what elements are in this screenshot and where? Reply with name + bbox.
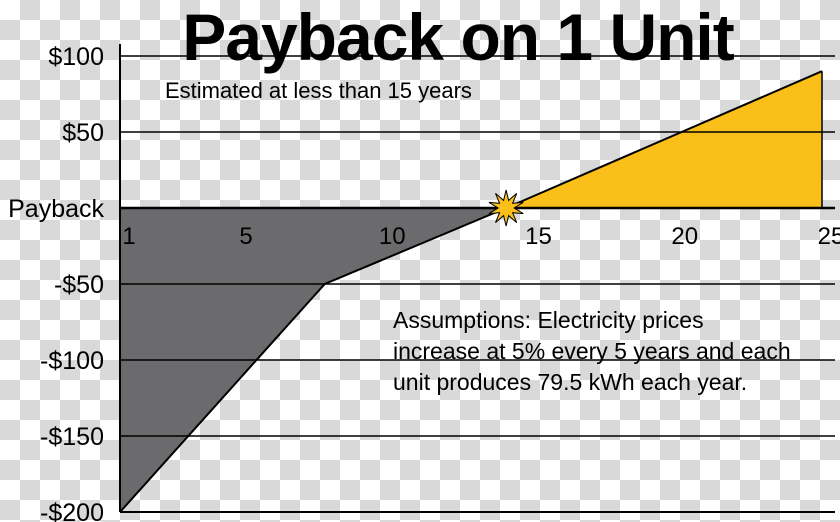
payback-star-marker [488,189,524,227]
y-tick-label: -$50 [54,271,104,299]
assumptions-line: increase at 5% every 5 years and each [393,338,791,364]
series-line [119,70,823,513]
x-tick-label: 5 [239,223,252,250]
y-tick-label: -$200 [40,499,104,522]
x-tick-label: 20 [671,223,698,250]
x-tick-label: 25 [818,223,840,250]
x-tick-label: 15 [525,223,552,250]
assumptions-note: Assumptions: Electricity prices increase … [393,307,791,395]
x-tick-label: 10 [379,223,406,250]
y-tick-label: -$100 [40,347,104,375]
y-tick-label: -$150 [40,423,104,451]
assumptions-line: Assumptions: Electricity prices [393,307,704,333]
y-tick-label: Payback [8,195,104,223]
y-tick-label: $100 [48,43,104,71]
chart-subtitle: Estimated at less than 15 years [165,78,472,103]
chart-title: Payback on 1 Unit [182,0,735,74]
x-tick-label: 1 [122,223,135,250]
assumptions-line: unit produces 79.5 kWh each year. [393,369,747,395]
y-tick-label: $50 [62,119,104,147]
